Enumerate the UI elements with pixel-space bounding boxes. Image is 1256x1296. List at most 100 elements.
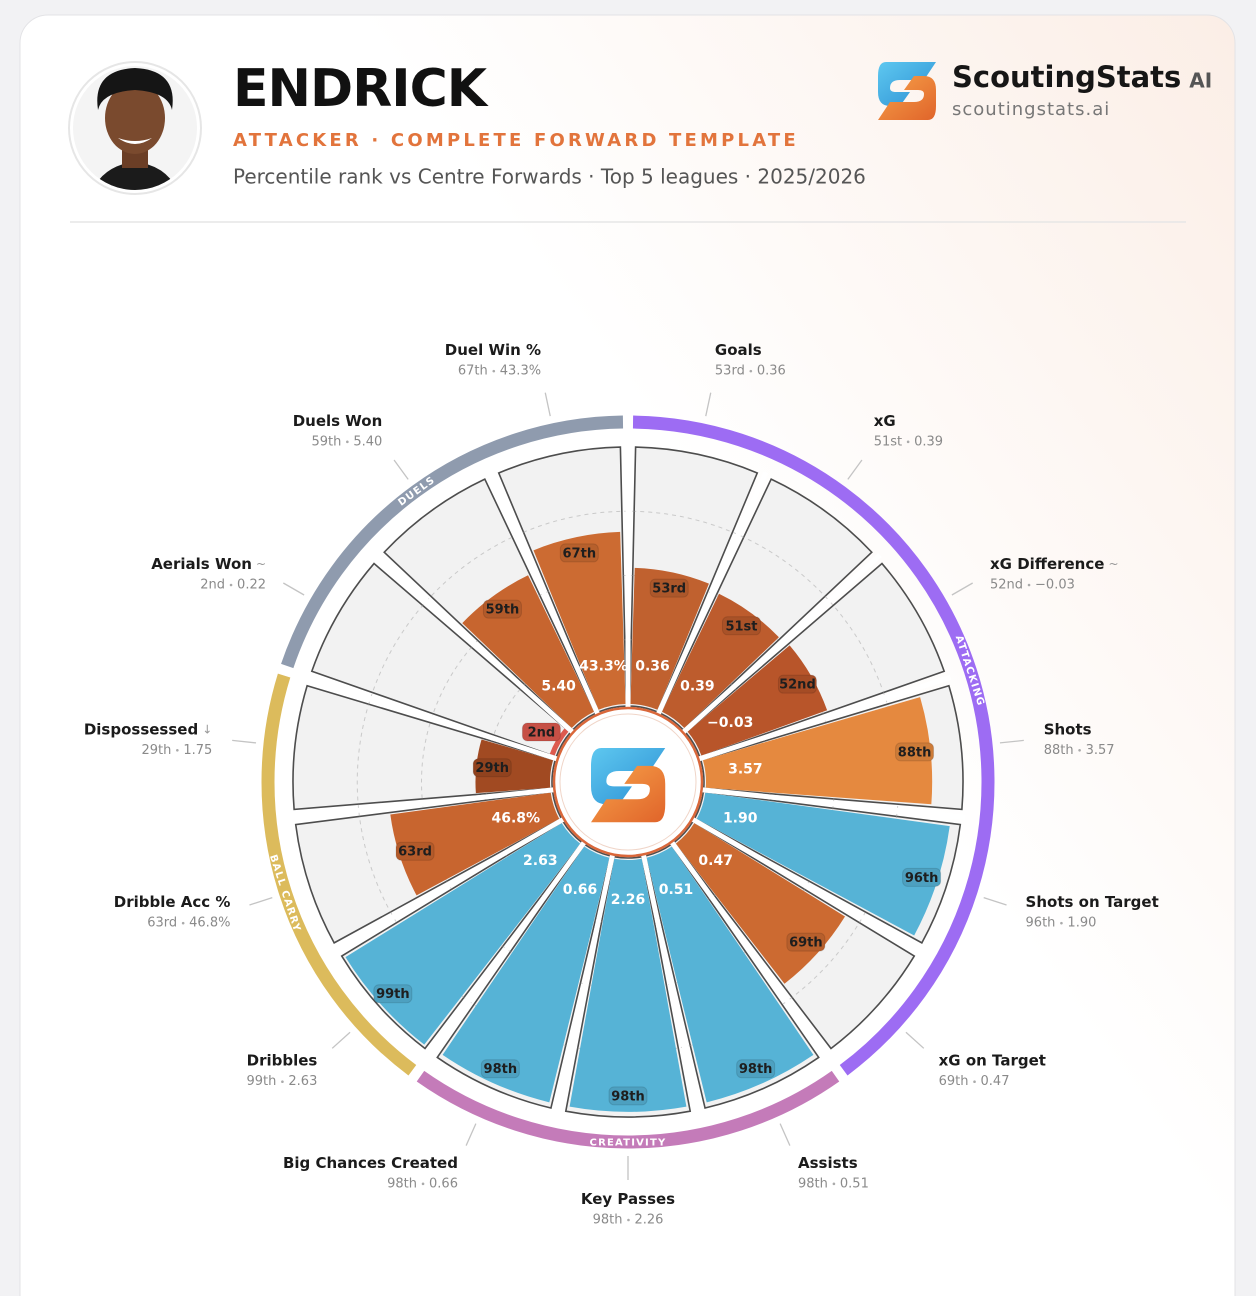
- player-role: ATTACKER · COMPLETE FORWARD TEMPLATE: [233, 130, 799, 151]
- leader-line: [282, 582, 305, 596]
- group-arc: [416, 1070, 840, 1149]
- metric-stat: 0.39: [914, 434, 943, 449]
- metric-stat: 0.36: [757, 364, 786, 379]
- rank-label: 98th: [739, 1062, 773, 1077]
- metric-label: Assists: [798, 1153, 858, 1171]
- stat-label: 2.63: [523, 853, 558, 869]
- rank-pill-shade: [522, 723, 561, 741]
- bar: [569, 858, 687, 1112]
- metric-rank: 96th: [1026, 916, 1056, 931]
- rank-label: 53rd: [652, 582, 686, 597]
- leader-line: [705, 392, 712, 417]
- metric-name: xG on Target: [939, 1051, 1046, 1069]
- rank-label: 98th: [484, 1062, 518, 1077]
- rank-pill: 96th: [902, 867, 942, 887]
- rank-label: 29th: [475, 761, 509, 776]
- metric-rank: 69th: [939, 1074, 969, 1089]
- metric-stat: 43.3%: [500, 364, 541, 379]
- separator: [290, 787, 555, 820]
- separator-dot: [627, 1218, 630, 1222]
- bar: [390, 792, 560, 896]
- stat-label: 0.47: [698, 853, 733, 869]
- metric-label: Shots: [1044, 720, 1092, 738]
- metric-label: xG Difference ~: [990, 555, 1119, 573]
- rank-pill-bg: [482, 599, 522, 619]
- rank-pill-bg: [559, 543, 599, 563]
- stat-label: 1.90: [723, 810, 758, 826]
- metric-marker: ~: [256, 557, 266, 571]
- metric-stat: 0.22: [237, 578, 266, 593]
- rank-pill-bg: [895, 742, 935, 762]
- separator: [487, 471, 601, 716]
- metric-rank: 99th: [247, 1074, 277, 1089]
- separator-dot: [229, 583, 233, 587]
- rank-pill: 69th: [786, 932, 826, 952]
- separator-dot: [906, 440, 910, 444]
- separator-dot: [832, 1182, 836, 1186]
- metric-label: Dispossessed ↓: [84, 720, 212, 738]
- rank-pill-bg: [721, 616, 761, 636]
- leader-line: [232, 739, 257, 744]
- rank-pill-shade: [483, 600, 522, 619]
- metric-rank: 59th: [311, 434, 341, 449]
- metric-name: Dispossessed: [84, 720, 198, 738]
- wedge-background: [310, 562, 572, 758]
- separator: [374, 553, 575, 735]
- metric-rank: 98th: [593, 1213, 623, 1228]
- metric-rank: 88th: [1044, 743, 1074, 758]
- group-arc: [281, 415, 624, 669]
- rank-pill-shade: [650, 579, 689, 598]
- stat-label: 46.8%: [491, 810, 540, 826]
- group-arc: [261, 673, 417, 1076]
- metric-stat: 5.40: [353, 434, 382, 449]
- stat-label: 2.26: [611, 892, 646, 908]
- metric-label: xG on Target: [939, 1051, 1046, 1069]
- rank-label: 63rd: [398, 845, 432, 860]
- rank-pill-shade: [560, 543, 599, 562]
- metric-label: Duel Win %: [445, 341, 541, 359]
- metric-name: Duels Won: [293, 411, 383, 429]
- rank-label: 88th: [898, 745, 932, 760]
- rank-pill-shade: [473, 758, 512, 777]
- leader-line: [249, 896, 273, 906]
- leader-line: [983, 896, 1007, 906]
- stat-label: 3.57: [728, 762, 763, 778]
- rank-label: 98th: [611, 1089, 645, 1104]
- metric-marker: ~: [1108, 557, 1118, 571]
- rank-pill-bg: [472, 758, 512, 778]
- separator: [426, 840, 587, 1058]
- leader-line: [999, 739, 1024, 744]
- metric-name: Dribble Acc %: [114, 893, 231, 911]
- brand-name: ScoutingStats: [952, 60, 1181, 94]
- metric-label: Shots on Target: [1026, 893, 1159, 911]
- rank-label: 69th: [789, 936, 823, 951]
- leader-line: [544, 392, 551, 417]
- metric-label: Duels Won: [293, 411, 383, 429]
- rank-pill-bg: [608, 1086, 648, 1106]
- rank-pill-shade: [895, 742, 934, 761]
- bar: [475, 739, 554, 794]
- rank-pill-bg: [649, 578, 689, 598]
- metric-rank: 51st: [874, 434, 902, 449]
- leader-line: [847, 459, 863, 480]
- leader-line: [779, 1123, 791, 1146]
- rank-pill-shade: [481, 1059, 520, 1078]
- stat-label: 0.39: [680, 679, 715, 695]
- rank-pill-shade: [736, 1059, 775, 1078]
- rank-label: 99th: [376, 987, 410, 1002]
- rank-pill-bg: [777, 674, 817, 694]
- rank-pill: 63rd: [395, 841, 435, 861]
- metric-rank: 98th: [387, 1176, 417, 1191]
- rank-pill: 98th: [480, 1059, 520, 1079]
- bar: [630, 567, 709, 710]
- metric-name: Shots on Target: [1026, 893, 1159, 911]
- metric-name: Key Passes: [581, 1190, 675, 1208]
- bar: [696, 792, 950, 936]
- metric-stat: −0.03: [1035, 578, 1075, 593]
- metric-stat: 3.57: [1086, 743, 1115, 758]
- rank-pill: 98th: [608, 1086, 648, 1106]
- metric-label: Dribble Acc %: [114, 893, 231, 911]
- rank-pill-bg: [786, 932, 826, 952]
- separator: [640, 853, 701, 1115]
